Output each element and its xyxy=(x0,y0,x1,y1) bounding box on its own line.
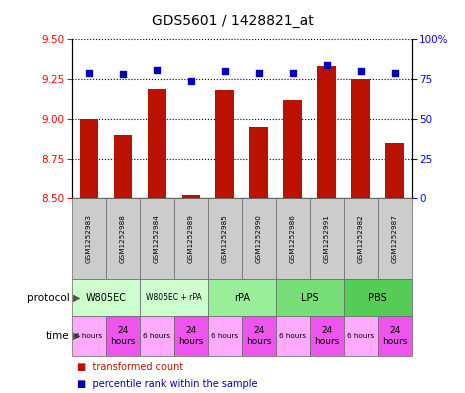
Text: ▶: ▶ xyxy=(73,293,80,303)
Text: ▶: ▶ xyxy=(73,331,80,341)
Point xyxy=(289,70,296,76)
Bar xyxy=(215,90,234,198)
Bar xyxy=(80,119,99,198)
Text: GSM1252983: GSM1252983 xyxy=(86,214,92,263)
Text: GSM1252984: GSM1252984 xyxy=(154,214,160,263)
Text: ■  transformed count: ■ transformed count xyxy=(77,362,183,373)
Text: GDS5601 / 1428821_at: GDS5601 / 1428821_at xyxy=(152,14,313,28)
Point xyxy=(221,68,228,74)
Bar xyxy=(317,66,336,198)
Bar xyxy=(181,195,200,198)
Text: 6 hours: 6 hours xyxy=(347,333,374,339)
Bar xyxy=(147,89,166,198)
Bar xyxy=(385,143,404,198)
Bar xyxy=(351,79,370,198)
Text: GSM1252991: GSM1252991 xyxy=(324,214,330,263)
Point xyxy=(323,62,330,68)
Text: 6 hours: 6 hours xyxy=(279,333,306,339)
Text: 24
hours: 24 hours xyxy=(382,326,407,346)
Text: 6 hours: 6 hours xyxy=(75,333,103,339)
Text: rPA: rPA xyxy=(234,293,250,303)
Text: GSM1252989: GSM1252989 xyxy=(188,214,194,263)
Text: W805EC + rPA: W805EC + rPA xyxy=(146,293,202,302)
Text: ■  percentile rank within the sample: ■ percentile rank within the sample xyxy=(77,379,257,389)
Bar xyxy=(113,135,133,198)
Text: protocol: protocol xyxy=(27,293,70,303)
Point xyxy=(391,70,398,76)
Point xyxy=(357,68,364,74)
Text: 24
hours: 24 hours xyxy=(246,326,272,346)
Text: 6 hours: 6 hours xyxy=(143,333,171,339)
Text: GSM1252990: GSM1252990 xyxy=(256,214,262,263)
Text: PBS: PBS xyxy=(368,293,387,303)
Point xyxy=(85,70,93,76)
Text: GSM1252985: GSM1252985 xyxy=(222,214,228,263)
Text: 24
hours: 24 hours xyxy=(314,326,339,346)
Text: LPS: LPS xyxy=(301,293,319,303)
Text: 24
hours: 24 hours xyxy=(110,326,136,346)
Point xyxy=(255,70,262,76)
Bar xyxy=(283,100,302,198)
Point xyxy=(187,77,194,84)
Text: GSM1252987: GSM1252987 xyxy=(392,214,398,263)
Text: 6 hours: 6 hours xyxy=(211,333,239,339)
Text: GSM1252986: GSM1252986 xyxy=(290,214,296,263)
Text: W805EC: W805EC xyxy=(86,293,126,303)
Text: GSM1252982: GSM1252982 xyxy=(358,214,364,263)
Point xyxy=(119,71,126,77)
Point xyxy=(153,66,160,73)
Text: GSM1252988: GSM1252988 xyxy=(120,214,126,263)
Bar xyxy=(249,127,268,198)
Text: 24
hours: 24 hours xyxy=(178,326,204,346)
Text: time: time xyxy=(46,331,70,341)
